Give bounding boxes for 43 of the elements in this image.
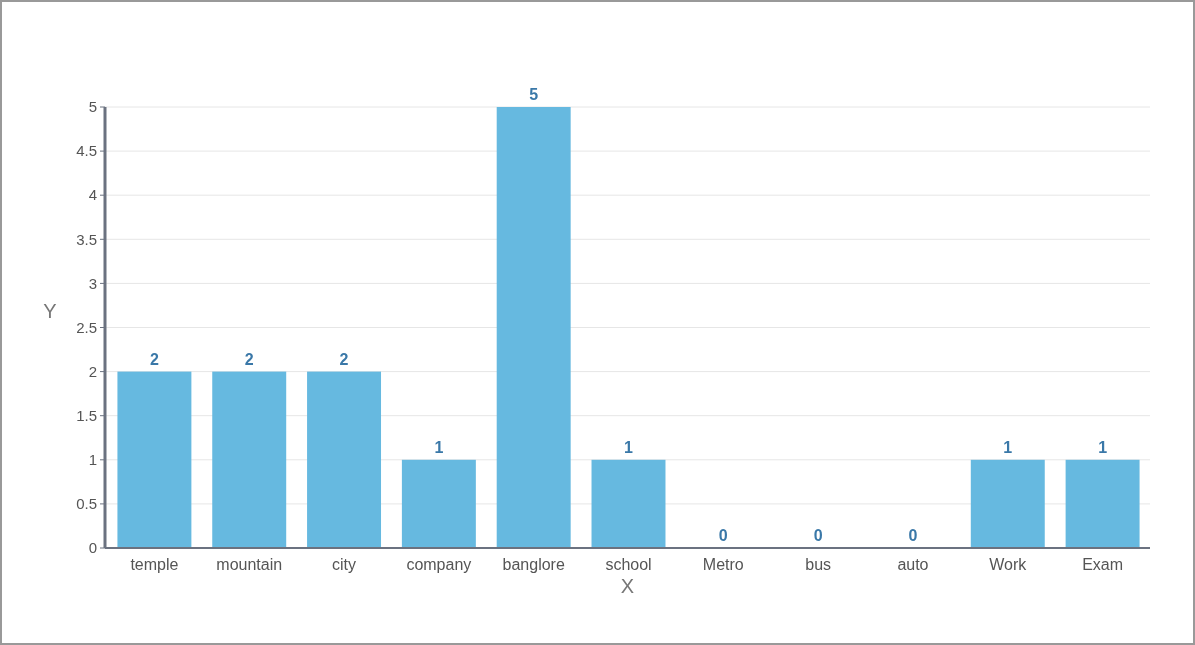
x-tick-label: auto [897, 556, 929, 573]
y-tick-label: 4 [88, 186, 97, 204]
x-tick-label: banglore [502, 556, 565, 573]
data-label: 2 [149, 350, 159, 368]
y-axis-title: Y [43, 300, 57, 322]
bar [1065, 459, 1140, 548]
x-tick-label: Work [989, 556, 1028, 573]
x-tick-label: bus [805, 556, 832, 573]
bar [970, 459, 1045, 548]
bar [496, 107, 571, 548]
data-label: 0 [718, 527, 728, 544]
data-label: 2 [244, 350, 254, 368]
x-tick-label: mountain [216, 556, 283, 573]
data-label: 1 [1003, 438, 1013, 456]
x-tick-label: temple [130, 556, 179, 573]
x-tick-label: Metro [702, 556, 744, 573]
data-label: 1 [434, 438, 444, 456]
y-tick-label: 3 [88, 274, 97, 292]
data-label: 1 [1098, 438, 1108, 456]
x-tick-label: city [332, 556, 357, 573]
data-label: 0 [908, 527, 918, 544]
y-tick-label: 4.5 [76, 142, 97, 160]
x-axis-title: X [620, 575, 635, 597]
y-tick-label: 1 [88, 451, 97, 469]
x-tick-label: company [406, 556, 472, 573]
bar [212, 371, 287, 548]
data-label: 5 [529, 86, 539, 103]
bar [117, 371, 192, 548]
y-tick-label: 0 [88, 539, 97, 557]
x-tick-label: school [605, 556, 652, 573]
data-label: 1 [624, 438, 634, 456]
data-label: 0 [813, 527, 823, 544]
bar [401, 459, 476, 548]
y-tick-label: 5 [88, 98, 97, 116]
y-tick-label: 3.5 [76, 230, 97, 248]
bar [307, 371, 382, 548]
bar [591, 459, 666, 548]
y-tick-label: 1.5 [76, 406, 97, 424]
y-tick-label: 0.5 [76, 495, 97, 513]
y-tick-label: 2 [88, 362, 97, 380]
x-tick-label: Exam [1082, 556, 1124, 573]
data-label: 2 [339, 350, 349, 368]
y-tick-label: 2.5 [76, 318, 97, 336]
